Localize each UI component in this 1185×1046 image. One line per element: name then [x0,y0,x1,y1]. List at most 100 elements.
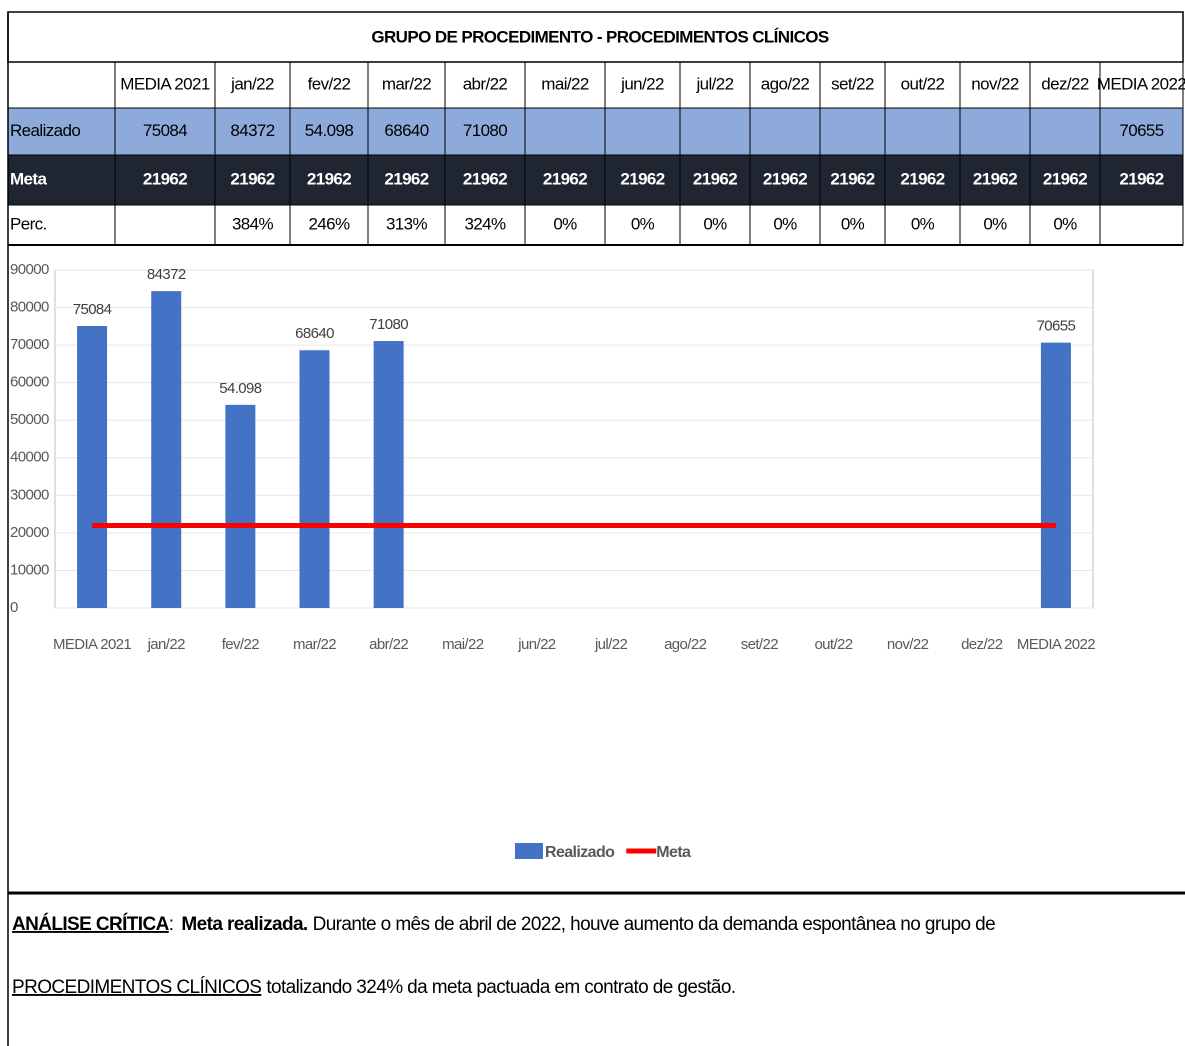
table-value: 21962 [230,169,274,188]
column-header: jun/22 [620,74,664,93]
x-tick-label: jun/22 [517,636,556,653]
bar [373,341,404,608]
bar [151,291,182,608]
analysis-separator: : [169,914,174,935]
table-value: 54.098 [305,121,354,140]
table-value: 21962 [1043,169,1087,188]
table-value: 21962 [620,169,664,188]
table-value: 313% [386,214,428,233]
legend-label: Meta [656,844,691,861]
bar [225,404,256,608]
y-tick-label: 80000 [10,299,49,316]
row-label: Perc. [10,214,47,233]
analysis-text: totalizando 324% da meta pactuada em con… [266,977,735,998]
analysis-line-2: PROCEDIMENTOS CLÍNICOS totalizando 324% d… [12,977,736,998]
table-value: 21962 [463,169,507,188]
bar [1040,342,1071,608]
y-tick-label: 10000 [10,561,49,578]
table-value: 21962 [543,169,587,188]
analysis-highlight: PROCEDIMENTOS CLÍNICOS [12,977,261,998]
column-header: mar/22 [382,74,431,93]
row-background [8,108,1183,155]
table-value: 21962 [307,169,351,188]
y-tick-label: 90000 [10,261,49,278]
table-value: 21962 [143,169,187,188]
table-value: 21962 [830,169,874,188]
table-value: 0% [773,214,797,233]
column-header: MEDIA 2021 [120,74,210,93]
table-value: 21962 [384,169,428,188]
y-tick-label: 0 [10,599,18,616]
x-tick-label: mai/22 [442,636,484,653]
table-value: 68640 [384,121,428,140]
table-value: 384% [232,214,274,233]
table-value: 0% [983,214,1007,233]
table-value: 0% [631,214,655,233]
x-tick-label: mar/22 [293,636,336,653]
x-tick-label: nov/22 [887,636,929,653]
y-tick-label: 50000 [10,411,49,428]
analysis-line-1: ANÁLISE CRÍTICA: Meta realizada. Durante o… [12,913,995,935]
column-header: mai/22 [541,74,589,93]
data-label: 68640 [295,325,334,342]
bar [77,326,108,608]
column-header: fev/22 [308,74,351,93]
x-tick-label: jul/22 [594,636,628,653]
x-tick-label: jan/22 [147,636,186,653]
table-value: 21962 [693,169,737,188]
table-value: 246% [308,214,350,233]
legend-swatch [515,843,543,859]
table-value: 75084 [143,121,187,140]
x-tick-label: fev/22 [222,636,260,653]
column-header: out/22 [901,74,945,93]
table-value: 324% [464,214,506,233]
analysis-text: Durante o mês de abril de 2022, houve au… [313,914,996,935]
legend-label: Realizado [545,844,615,861]
x-tick-label: dez/22 [961,636,1003,653]
column-header: nov/22 [971,74,1019,93]
column-header: abr/22 [463,74,508,93]
y-tick-label: 60000 [10,374,49,391]
column-header: MEDIA 2022 [1097,74,1185,93]
table-value: 21962 [1119,169,1163,188]
x-tick-label: MEDIA 2021 [53,636,131,653]
y-tick-label: 40000 [10,449,49,466]
data-label: 70655 [1037,318,1076,335]
table-value: 70655 [1119,121,1163,140]
bar [299,350,330,608]
column-header: jan/22 [230,74,274,93]
table-value: 0% [553,214,577,233]
table-value: 0% [1053,214,1077,233]
table-value: 21962 [763,169,807,188]
x-tick-label: out/22 [814,636,852,653]
table-value: 71080 [463,121,507,140]
data-label: 54.098 [219,380,262,397]
row-label: Realizado [10,121,80,140]
x-tick-label: abr/22 [369,636,408,653]
table-value: 21962 [973,169,1017,188]
analysis-label: ANÁLISE CRÍTICA [12,913,170,935]
column-header: set/22 [831,74,874,93]
column-header: jul/22 [695,74,733,93]
y-tick-label: 30000 [10,486,49,503]
table-value: 21962 [900,169,944,188]
data-label: 75084 [73,301,112,318]
analysis-status: Meta realizada. [181,914,307,935]
x-tick-label: MEDIA 2022 [1017,636,1095,653]
table-value: 0% [703,214,727,233]
row-label: Meta [10,169,47,188]
column-header: dez/22 [1041,74,1089,93]
y-tick-label: 20000 [10,524,49,541]
table-value: 0% [841,214,865,233]
row-background [8,205,1183,245]
y-tick-label: 70000 [10,336,49,353]
column-header: ago/22 [761,74,810,93]
data-label: 71080 [369,316,408,333]
data-label: 84372 [147,266,186,283]
table-value: 84372 [230,121,274,140]
x-tick-label: set/22 [741,636,779,653]
row-background [8,155,1183,205]
table-title: GRUPO DE PROCEDIMENTO - PROCEDIMENTOS CL… [371,27,829,46]
x-tick-label: ago/22 [664,636,707,653]
